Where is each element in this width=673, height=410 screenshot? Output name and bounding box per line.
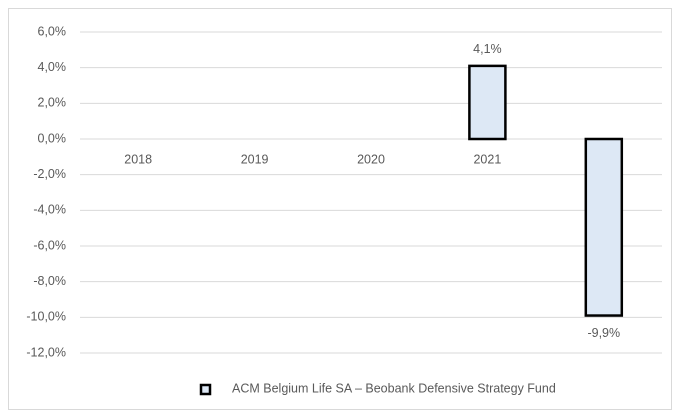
- x-tick-label: 2018: [124, 152, 152, 166]
- x-tick-label: 2019: [241, 152, 269, 166]
- x-tick-label: 2021: [473, 152, 501, 166]
- legend-label: ACM Belgium Life SA – Beobank Defensive …: [232, 381, 556, 395]
- y-tick-label: 2,0%: [38, 96, 67, 110]
- bar: [584, 137, 624, 317]
- y-tick-label: 6,0%: [38, 24, 67, 38]
- y-tick-label: -6,0%: [33, 238, 66, 252]
- legend-marker: [199, 383, 212, 396]
- y-tick-label: -8,0%: [33, 274, 66, 288]
- bar: [468, 64, 507, 141]
- y-tick-label: -4,0%: [33, 203, 66, 217]
- y-tick-label: 4,0%: [38, 60, 67, 74]
- y-tick-label: -12,0%: [26, 345, 66, 359]
- x-tick-label: 2020: [357, 152, 385, 166]
- data-label: 4,1%: [473, 42, 502, 56]
- y-tick-label: 0,0%: [38, 131, 67, 145]
- y-tick-label: -2,0%: [33, 167, 66, 181]
- y-tick-label: -10,0%: [26, 310, 66, 324]
- data-label: -9,9%: [587, 326, 620, 340]
- chart-frame: [8, 8, 672, 410]
